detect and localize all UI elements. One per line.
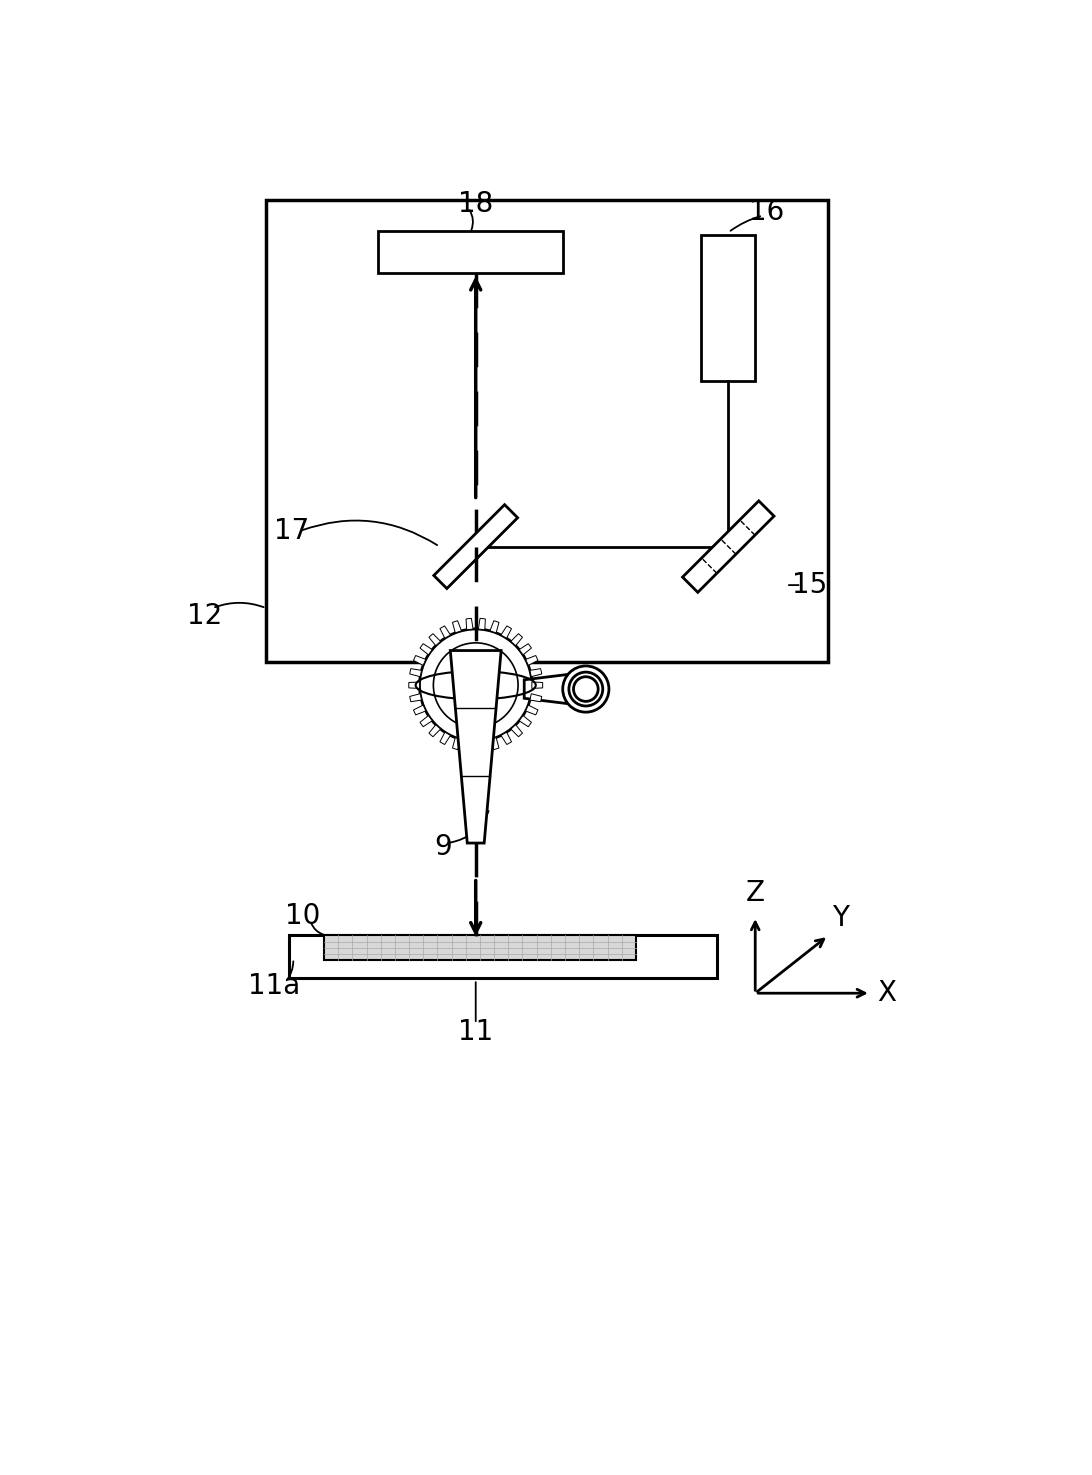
Bar [324,935,636,960]
Polygon shape [501,732,511,745]
Polygon shape [511,634,522,646]
Polygon shape [440,625,451,639]
Text: 9: 9 [435,833,452,861]
Bar [378,232,562,273]
Polygon shape [466,740,473,752]
Polygon shape [450,650,501,844]
Polygon shape [525,655,538,665]
Polygon shape [478,740,486,752]
Polygon shape [519,643,532,655]
Polygon shape [682,502,774,593]
Polygon shape [525,705,538,715]
Bar [266,201,829,662]
Text: 16: 16 [749,198,784,226]
Polygon shape [530,693,542,702]
Circle shape [419,628,532,742]
Polygon shape [532,681,543,689]
Polygon shape [410,693,422,702]
Polygon shape [511,724,522,736]
Polygon shape [478,618,486,630]
Polygon shape [490,621,499,633]
Text: 11a: 11a [248,972,300,1000]
Polygon shape [490,738,499,749]
Polygon shape [420,715,432,727]
Circle shape [562,665,609,712]
Text: 15: 15 [792,571,827,599]
Polygon shape [408,681,419,689]
Text: 17: 17 [274,518,309,546]
Polygon shape [434,504,518,589]
Text: Y: Y [832,904,850,932]
Polygon shape [519,715,532,727]
Polygon shape [414,705,426,715]
Text: 12: 12 [187,602,223,630]
Polygon shape [452,621,462,633]
Polygon shape [414,655,426,665]
Polygon shape [420,643,432,655]
Polygon shape [501,625,511,639]
Polygon shape [524,674,574,705]
Text: 11: 11 [459,1018,494,1046]
Polygon shape [410,668,422,677]
Polygon shape [429,724,440,736]
Text: 18: 18 [459,190,494,218]
Polygon shape [440,732,451,745]
Polygon shape [466,618,473,630]
Polygon shape [429,634,440,646]
Bar [289,935,716,978]
Bar [701,235,756,381]
Polygon shape [530,668,542,677]
Text: X: X [877,979,895,1007]
Polygon shape [452,738,462,749]
Text: Z: Z [746,879,764,907]
Text: 10: 10 [285,903,320,931]
